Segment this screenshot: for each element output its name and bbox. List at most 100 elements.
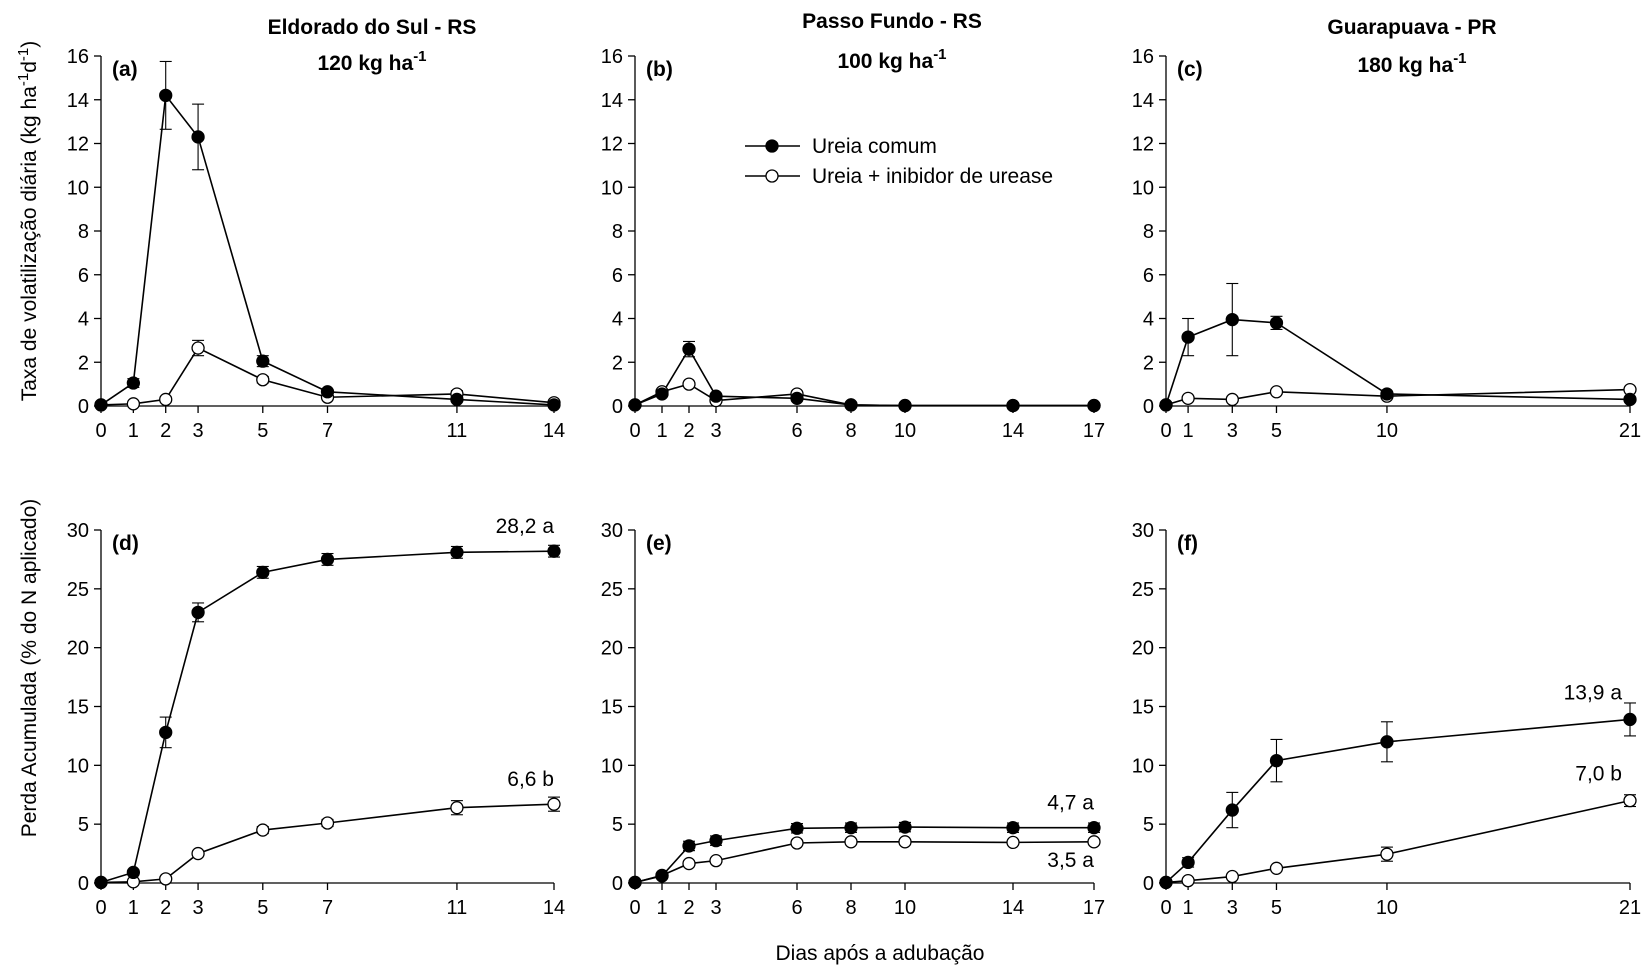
y-tick-label: 0 (612, 396, 623, 418)
data-point-ureia-comum (1380, 735, 1394, 749)
y-tick-label: 2 (78, 352, 89, 374)
data-point-ureia-inibidor (844, 835, 858, 849)
panel-label: (a) (112, 58, 138, 81)
data-point-ureia-comum (628, 398, 642, 412)
data-point-ureia-inibidor (682, 377, 696, 391)
data-point-ureia-comum (1623, 392, 1637, 407)
x-tick-label: 3 (1227, 897, 1238, 919)
column-2-dose-sup: -1 (933, 46, 946, 63)
data-point-ureia-comum (320, 385, 335, 399)
data-point-ureia-comum (256, 565, 270, 580)
series-line-ureia-comum (1165, 718, 1631, 884)
series-line-ureia-comum (100, 550, 555, 884)
data-point-ureia-comum (256, 354, 270, 368)
data-point-ureia-inibidor (1225, 869, 1239, 884)
y-label-top-part-1: Taxa de volatilização diária (kg ha (18, 86, 41, 401)
x-tick-label: 2 (683, 420, 694, 442)
data-point-ureia-inibidor (256, 373, 270, 387)
x-tick-label: 14 (543, 420, 565, 442)
y-tick-label: 4 (1143, 309, 1154, 331)
data-point-ureia-comum (159, 88, 173, 103)
column-2-dose: 100 kg ha-1 (837, 46, 946, 73)
y-tick-label: 30 (67, 520, 89, 542)
x-tick-label: 1 (1183, 420, 1194, 442)
y-tick-label: 10 (601, 755, 623, 777)
data-point-ureia-inibidor (1623, 793, 1637, 808)
y-tick-label: 2 (612, 352, 623, 374)
x-tick-label: 8 (845, 897, 856, 919)
y-tick-label: 30 (1132, 520, 1154, 542)
data-point-ureia-comum (1225, 803, 1239, 817)
value-annotation: 4,7 a (1047, 792, 1094, 815)
data-point-ureia-comum (682, 342, 696, 356)
data-point-ureia-comum (126, 376, 141, 390)
data-point-ureia-comum (191, 605, 205, 620)
series-line-ureia-comum (634, 347, 1094, 407)
column-1-dose: 120 kg ha-1 (317, 48, 426, 75)
data-point-ureia-inibidor (790, 836, 804, 850)
x-tick-label: 2 (160, 420, 171, 442)
x-tick-label: 10 (894, 420, 916, 442)
column-1-dose-sup: -1 (413, 48, 426, 65)
data-point-ureia-inibidor (1087, 835, 1101, 849)
y-tick-label: 15 (601, 697, 623, 719)
x-tick-label: 21 (1619, 897, 1641, 919)
data-point-ureia-inibidor (1181, 391, 1195, 405)
panel-label: (c) (1177, 58, 1203, 81)
x-tick-label: 0 (95, 897, 106, 919)
x-tick-label: 0 (95, 420, 106, 442)
data-point-ureia-comum (1225, 312, 1239, 327)
data-point-ureia-comum (320, 552, 335, 567)
data-point-ureia-comum (655, 869, 669, 883)
data-point-ureia-comum (844, 821, 858, 835)
y-tick-label: 5 (1143, 814, 1154, 836)
y-tick-label: 20 (67, 638, 89, 660)
x-tick-label: 3 (710, 897, 721, 919)
data-point-ureia-comum (159, 725, 173, 740)
data-point-ureia-comum (94, 875, 108, 890)
data-point-ureia-comum (1181, 855, 1195, 870)
data-point-ureia-inibidor (126, 397, 141, 411)
data-point-ureia-inibidor (159, 392, 173, 407)
data-point-ureia-comum (94, 398, 108, 412)
y-tick-label: 8 (1143, 221, 1154, 243)
y-tick-label: 2 (1143, 352, 1154, 374)
data-point-ureia-inibidor (256, 823, 270, 837)
x-tick-label: 5 (257, 897, 268, 919)
x-tick-label: 1 (1183, 897, 1194, 919)
x-tick-label: 3 (1227, 420, 1238, 442)
y-tick-label: 12 (67, 134, 89, 156)
y-tick-label: 6 (612, 265, 623, 287)
data-point-ureia-comum (1159, 875, 1173, 890)
y-tick-label: 0 (1143, 396, 1154, 418)
value-annotation: 13,9 a (1564, 681, 1623, 704)
x-tick-label: 6 (791, 420, 802, 442)
data-point-ureia-comum (682, 839, 696, 853)
y-tick-label: 10 (1132, 177, 1154, 199)
y-tick-label: 14 (601, 90, 623, 112)
x-tick-label: 1 (128, 897, 139, 919)
data-point-ureia-comum (1269, 753, 1284, 768)
data-point-ureia-inibidor (450, 801, 464, 815)
y-label-top-part-4: -1 (15, 48, 32, 61)
data-point-ureia-inibidor (1225, 392, 1239, 407)
series-line-ureia-comum (1165, 318, 1631, 406)
column-1-dose-text: 120 kg ha (317, 52, 413, 75)
y-tick-label: 8 (78, 221, 89, 243)
data-point-ureia-inibidor (191, 846, 205, 861)
x-tick-label: 14 (1002, 420, 1024, 442)
data-point-ureia-comum (1159, 398, 1173, 412)
series-line-ureia-inibidor (634, 383, 1094, 407)
y-tick-label: 0 (78, 396, 89, 418)
y-tick-label: 5 (612, 814, 623, 836)
x-tick-label: 11 (447, 420, 468, 442)
y-label-top-part-2: -1 (15, 73, 32, 86)
panel-label: (e) (646, 532, 672, 555)
legend-label-ureia-inibidor: Ureia + inibidor de urease (812, 165, 1053, 188)
column-3-site: Guarapuava - PR (1327, 16, 1496, 39)
column-3-dose-sup: -1 (1453, 50, 1466, 67)
y-tick-label: 4 (612, 309, 623, 331)
